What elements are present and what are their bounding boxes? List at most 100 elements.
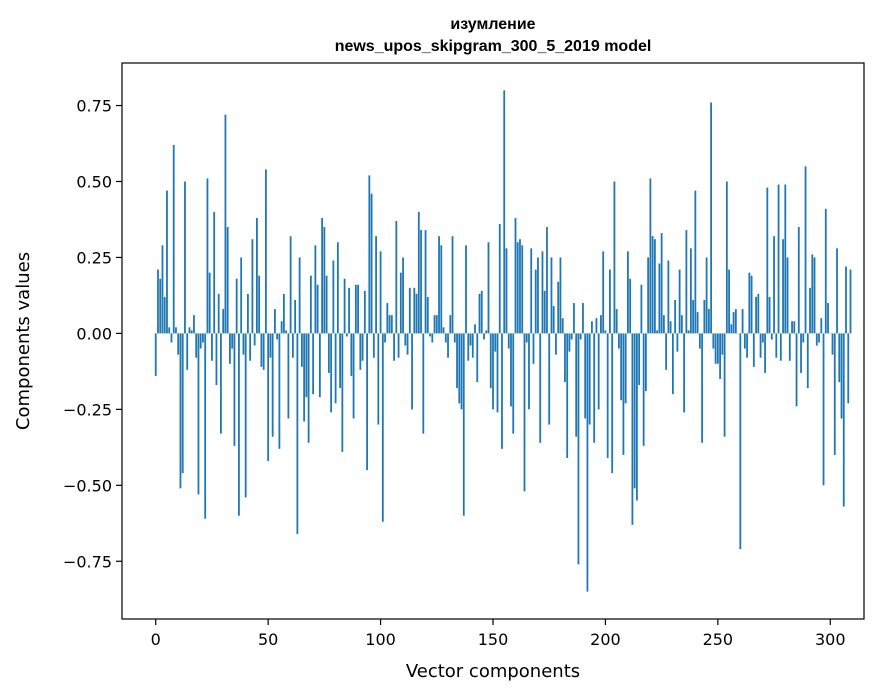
bar-87 (350, 333, 353, 376)
bar-40 (244, 333, 247, 498)
x-tick-label: 200 (590, 630, 621, 649)
bar-37 (238, 333, 240, 516)
bar-28 (217, 293, 220, 334)
bar-263 (746, 333, 748, 358)
bar-96 (370, 193, 373, 334)
bar-38 (240, 257, 243, 334)
bar-242 (698, 333, 701, 349)
bar-248 (712, 333, 715, 349)
bar-236 (685, 230, 688, 334)
bar-8 (172, 145, 175, 334)
bar-209 (624, 333, 627, 404)
bar-274 (770, 333, 773, 340)
bar-199 (602, 251, 605, 334)
y-axis-ticks: −0.75 −0.50 −0.25 0.00 0.25 0.50 0.75 (63, 97, 122, 571)
bar-301 (831, 333, 834, 355)
bar-63 (296, 333, 299, 534)
bar-88 (352, 333, 355, 419)
bar-290 (806, 333, 809, 389)
bar-102 (384, 333, 386, 343)
bar-269 (759, 333, 762, 358)
bar-75 (323, 227, 326, 334)
bar-71 (314, 245, 317, 334)
bar-41 (247, 293, 249, 334)
bar-93 (363, 290, 366, 334)
bar-61 (291, 333, 294, 358)
bar-142 (474, 324, 476, 334)
bar-162 (519, 239, 521, 334)
bar-279 (782, 239, 784, 334)
bar-237 (687, 330, 690, 334)
bar-271 (764, 333, 766, 373)
bar-307 (845, 266, 847, 334)
bar-34 (231, 333, 234, 349)
bar-79 (332, 260, 335, 334)
bar-172 (541, 251, 544, 334)
bar-138 (465, 245, 467, 334)
bar-240 (694, 190, 697, 334)
bar-72 (316, 284, 319, 334)
bar-116 (415, 293, 418, 334)
bar-191 (584, 333, 587, 419)
bar-293 (813, 257, 816, 334)
bar-168 (532, 333, 535, 364)
bar-250 (716, 333, 719, 364)
bar-103 (386, 303, 389, 334)
bar-176 (550, 257, 553, 334)
bar-120 (424, 230, 427, 334)
bar-163 (521, 245, 524, 334)
bar-260 (739, 333, 742, 550)
bar-42 (249, 333, 252, 361)
bar-83 (341, 333, 344, 452)
bar-115 (413, 287, 416, 334)
bar-110 (402, 257, 404, 334)
bar-299 (827, 303, 829, 334)
bar-158 (510, 333, 512, 407)
x-tick-label: 100 (365, 630, 396, 649)
bar-198 (600, 315, 602, 334)
y-tick-label: −0.75 (63, 552, 112, 571)
bar-264 (748, 272, 751, 334)
bar-207 (620, 333, 623, 401)
bar-189 (579, 333, 582, 340)
bar-108 (397, 333, 400, 358)
bar-166 (528, 333, 530, 410)
bar-27 (215, 333, 218, 386)
bar-117 (417, 211, 420, 334)
bar-266 (752, 333, 755, 367)
bar-228 (667, 260, 670, 334)
bar-153 (498, 224, 501, 334)
bar-26 (213, 211, 216, 334)
plot-area-frame (121, 62, 865, 620)
bar-99 (377, 333, 380, 425)
bar-239 (692, 299, 695, 334)
bar-129 (444, 333, 447, 343)
bar-204 (613, 181, 616, 334)
bar-212 (631, 333, 634, 525)
bar-141 (471, 333, 474, 358)
bar-197 (597, 333, 600, 410)
bar-137 (462, 333, 465, 516)
bar-69 (309, 275, 312, 334)
bar-167 (530, 248, 533, 334)
bar-235 (683, 333, 686, 413)
bar-48 (262, 333, 265, 370)
bar-91 (359, 333, 362, 370)
bar-227 (665, 333, 668, 370)
bar-19 (197, 333, 200, 495)
bar-178 (555, 333, 557, 355)
bar-143 (476, 333, 479, 383)
bar-145 (480, 290, 483, 334)
bar-77 (327, 333, 330, 373)
bar-106 (393, 333, 395, 361)
bar-157 (507, 333, 510, 349)
bar-95 (368, 175, 371, 334)
bar-303 (836, 248, 838, 334)
bar-182 (564, 333, 566, 383)
bar-132 (451, 236, 454, 334)
bar-216 (640, 284, 643, 334)
bar-164 (523, 333, 526, 492)
bar-205 (615, 309, 618, 334)
bar-188 (577, 333, 580, 565)
bar-192 (586, 333, 589, 592)
